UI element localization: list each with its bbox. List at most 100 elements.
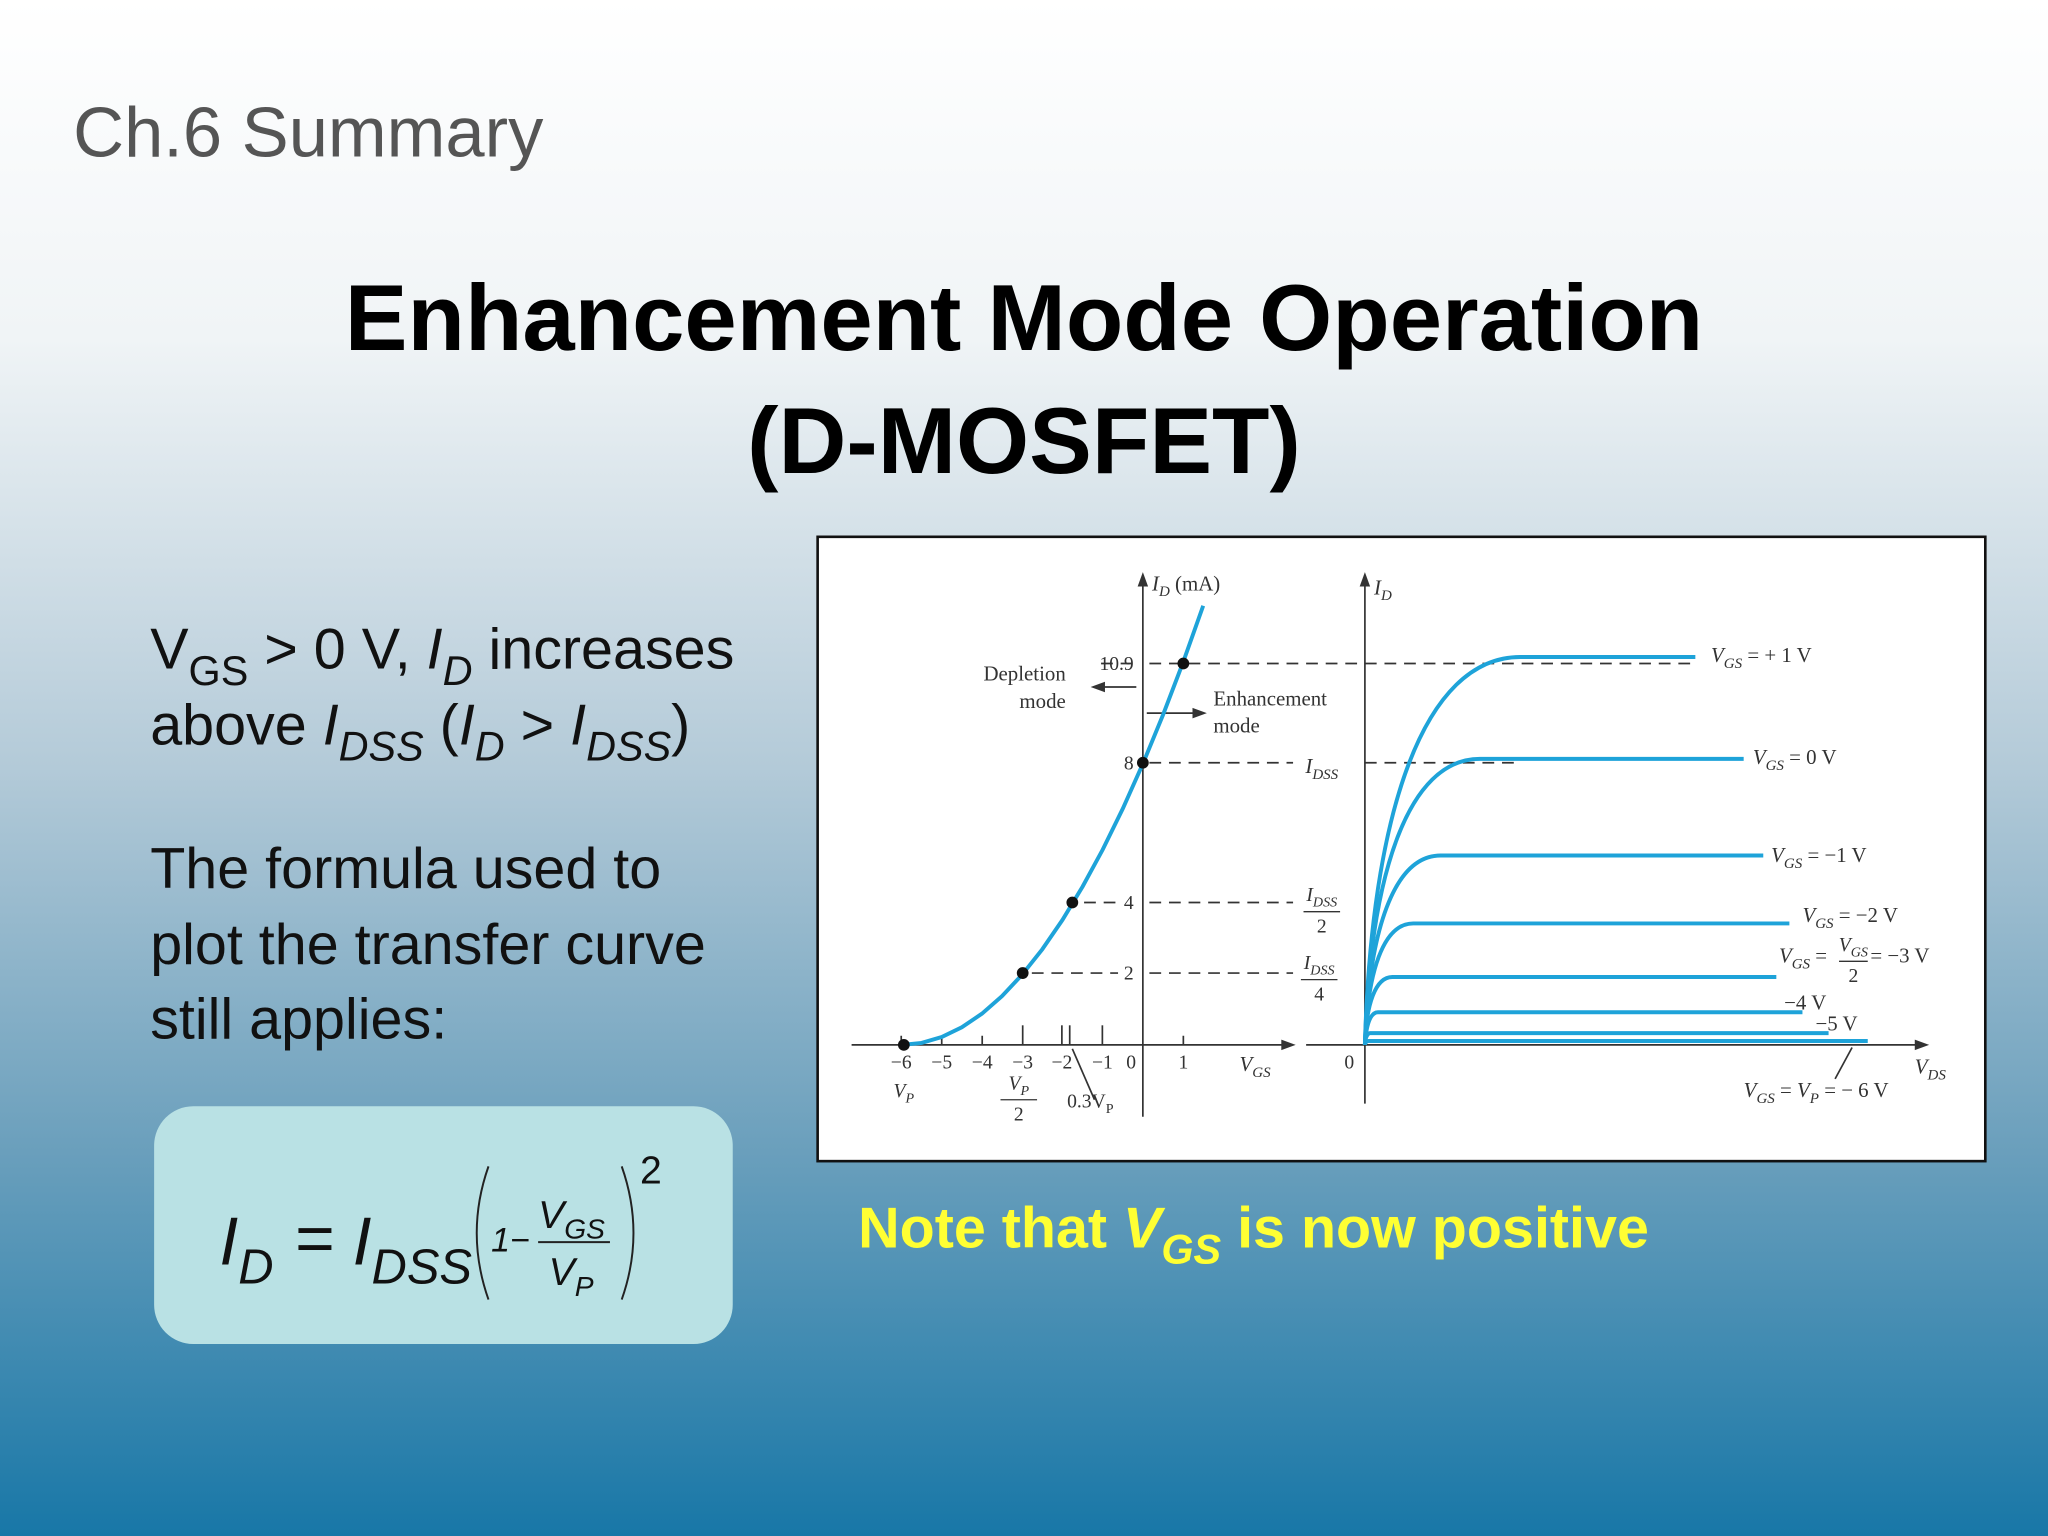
text-part: GS xyxy=(1815,916,1834,932)
fraction-numerator: IDSS xyxy=(1303,953,1335,978)
text-part: V xyxy=(1711,643,1726,667)
text-part: GS xyxy=(1756,1091,1775,1107)
text-part: V xyxy=(1008,1073,1022,1094)
text-part: DS xyxy=(1927,1067,1947,1083)
chapter: Ch.6 Summary xyxy=(73,93,544,172)
body-text: The formula used to xyxy=(150,837,661,901)
title: Enhancement Mode Operation xyxy=(345,265,1703,370)
annotation: mode xyxy=(1019,689,1065,713)
x-tick-label: −1 xyxy=(1092,1052,1113,1073)
text-part: V xyxy=(1753,745,1768,769)
text-part: GS xyxy=(1766,758,1785,774)
text-part: V xyxy=(894,1081,908,1102)
figure-frame xyxy=(816,535,1987,1163)
text-part: DSS xyxy=(1312,895,1337,911)
formula: 1− xyxy=(491,1221,530,1259)
text-part: I xyxy=(1373,575,1382,599)
text-part: DSS xyxy=(339,724,424,770)
text-part: ) xyxy=(671,693,690,757)
text-part: V xyxy=(549,1251,579,1294)
text-part: P xyxy=(1106,1101,1114,1117)
fraction-denominator: 2 xyxy=(1848,966,1858,987)
axis-label: VDS xyxy=(1915,1055,1947,1084)
text-part: = xyxy=(1775,1078,1797,1102)
curves xyxy=(901,605,1868,1047)
text-part: V xyxy=(1797,1078,1812,1102)
note: Note that VGS is now positive xyxy=(858,1196,1649,1272)
text-part: P xyxy=(575,1270,594,1302)
text-part: I xyxy=(1305,885,1314,906)
text-part: D xyxy=(475,724,505,770)
text-part: > 0 V, xyxy=(248,618,426,682)
x-tick-label: −2 xyxy=(1051,1052,1072,1073)
text-part: I xyxy=(570,693,586,757)
text-part: DSS xyxy=(586,724,671,770)
text-part: V xyxy=(1802,903,1817,927)
text-part: is now positive xyxy=(1221,1196,1649,1260)
text-part: ( xyxy=(424,693,459,757)
parentheses xyxy=(475,1166,635,1300)
fraction-denominator: 2 xyxy=(1014,1105,1024,1126)
fraction-numerator: IDSS xyxy=(1305,885,1337,910)
text-part: I xyxy=(1304,754,1313,778)
text-part: GS xyxy=(1161,1226,1221,1272)
text-part: GS xyxy=(1851,944,1868,960)
fraction-numerator: VP xyxy=(1008,1073,1029,1098)
text-part: V xyxy=(1123,1196,1166,1260)
curve-label: −5 V xyxy=(1816,1012,1858,1036)
fraction-denominator: 4 xyxy=(1314,984,1324,1005)
formula: IDSS xyxy=(353,1204,473,1294)
x-tick-label: −3 xyxy=(1012,1052,1033,1073)
formula: = xyxy=(295,1202,335,1277)
formula: 2 xyxy=(640,1149,662,1192)
text-part: = − 6 V xyxy=(1819,1078,1889,1102)
text-part: I xyxy=(219,1204,238,1279)
text-part: = 0 V xyxy=(1784,745,1837,769)
body-text: still applies: xyxy=(150,987,447,1051)
body-text: plot the transfer curve xyxy=(150,913,706,977)
x-tick-label: 1 xyxy=(1178,1052,1188,1073)
y-tick-label: 4 xyxy=(1124,893,1134,914)
text-part: (mA) xyxy=(1175,571,1220,595)
text-part: GS xyxy=(564,1213,605,1245)
text-part: V xyxy=(1779,944,1794,968)
text-part: D xyxy=(443,648,473,694)
text-part: P xyxy=(1809,1091,1819,1107)
text-part: above xyxy=(150,693,323,757)
curve-label: VGS = −2 V xyxy=(1802,903,1897,932)
text-part: I xyxy=(1151,571,1160,595)
text-part: Note that xyxy=(858,1196,1123,1260)
x-tick-label: −5 xyxy=(931,1052,952,1073)
text-part: V xyxy=(1915,1055,1930,1079)
formula: VGS xyxy=(538,1194,605,1245)
level-label: IDSS xyxy=(1304,754,1338,783)
formula: ID xyxy=(219,1204,273,1294)
text-part: I xyxy=(459,693,475,757)
arrowheads xyxy=(1090,572,1930,1051)
text-part: I xyxy=(323,693,339,757)
curve-points xyxy=(897,657,1190,1051)
axis-label: ID xyxy=(1373,575,1392,604)
annotation: mode xyxy=(1213,714,1259,738)
text-part: GS xyxy=(1252,1065,1271,1081)
formula: VP xyxy=(549,1251,594,1302)
text-part: GS xyxy=(1792,956,1811,972)
body-text: above IDSS (ID > IDSS) xyxy=(150,693,690,769)
text-part: I xyxy=(353,1204,372,1279)
text-part: 0.3V xyxy=(1067,1092,1106,1113)
body-text: VGS > 0 V, ID increases xyxy=(150,618,734,694)
text-part: I xyxy=(1303,953,1312,974)
text-part: V xyxy=(1240,1052,1255,1076)
y-tick-label: 2 xyxy=(1124,964,1134,985)
annotation: Depletion xyxy=(983,661,1066,685)
text-part: D xyxy=(238,1240,273,1294)
text-part: GS xyxy=(189,648,249,694)
curve-label: VGS = + 1 V xyxy=(1711,643,1812,672)
text-part: = + 1 V xyxy=(1742,643,1812,667)
text-part: V xyxy=(1744,1078,1759,1102)
text-part: P xyxy=(905,1091,915,1107)
text-part: DSS xyxy=(372,1240,473,1294)
text-part: DSS xyxy=(1309,963,1334,979)
